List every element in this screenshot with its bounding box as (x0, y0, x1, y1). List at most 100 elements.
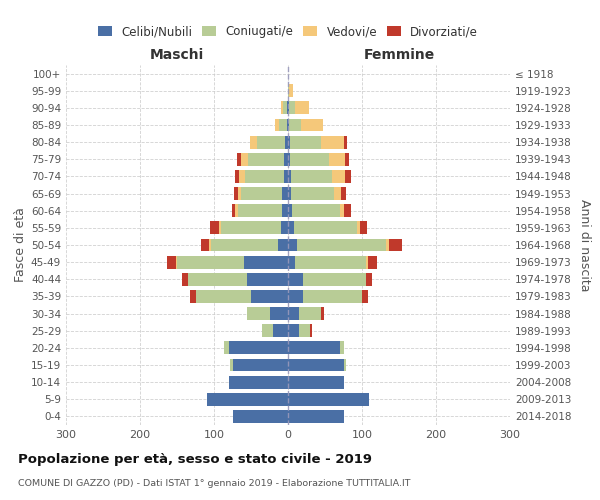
Bar (241, 153, 248, 166)
Bar (289, 118, 301, 132)
Bar (288, 204, 292, 217)
Bar (247, 307, 269, 320)
Bar (345, 170, 351, 183)
Bar (362, 290, 368, 303)
Bar (269, 307, 288, 320)
Bar (288, 238, 297, 252)
Bar (295, 256, 366, 268)
Bar (273, 324, 288, 337)
Bar (322, 136, 343, 148)
Bar (288, 187, 291, 200)
Bar (167, 256, 176, 268)
Text: COMUNE DI GAZZO (PD) - Dati ISTAT 1° gennaio 2019 - Elaborazione TUTTITALIA.IT: COMUNE DI GAZZO (PD) - Dati ISTAT 1° gen… (18, 478, 410, 488)
Bar (340, 342, 343, 354)
Bar (235, 170, 239, 183)
Bar (289, 102, 295, 114)
Bar (288, 324, 299, 337)
Bar (288, 256, 295, 268)
Bar (239, 170, 245, 183)
Bar (278, 238, 288, 252)
Bar (287, 102, 288, 114)
Bar (288, 358, 343, 372)
Bar (288, 84, 289, 97)
Bar (211, 222, 219, 234)
Bar (282, 204, 288, 217)
Bar (386, 238, 389, 252)
Bar (176, 256, 177, 268)
Bar (233, 358, 288, 372)
Bar (332, 170, 345, 183)
Bar (219, 222, 221, 234)
Bar (279, 118, 287, 132)
Bar (301, 118, 323, 132)
Bar (238, 187, 241, 200)
Bar (248, 153, 284, 166)
Bar (234, 187, 238, 200)
Bar (288, 153, 290, 166)
Bar (357, 222, 360, 234)
Bar (284, 170, 288, 183)
Bar (202, 238, 209, 252)
Bar (366, 256, 368, 268)
Bar (290, 153, 329, 166)
Bar (310, 324, 313, 337)
Text: Maschi: Maschi (150, 48, 204, 62)
Bar (182, 273, 188, 285)
Bar (262, 324, 273, 337)
Bar (329, 153, 345, 166)
Bar (288, 222, 294, 234)
Bar (288, 393, 370, 406)
Bar (241, 187, 282, 200)
Bar (343, 358, 346, 372)
Bar (303, 290, 362, 303)
Bar (284, 153, 288, 166)
Bar (288, 170, 291, 183)
Bar (291, 170, 332, 183)
Bar (230, 358, 233, 372)
Text: Femmine: Femmine (364, 48, 434, 62)
Bar (211, 238, 278, 252)
Bar (288, 290, 303, 303)
Bar (288, 273, 303, 285)
Legend: Celibi/Nubili, Coniugati/e, Vedovi/e, Divorziati/e: Celibi/Nubili, Coniugati/e, Vedovi/e, Di… (93, 20, 483, 43)
Bar (290, 136, 322, 148)
Bar (283, 102, 287, 114)
Bar (244, 256, 288, 268)
Bar (345, 153, 349, 166)
Bar (288, 376, 343, 388)
Bar (341, 187, 346, 200)
Bar (288, 136, 290, 148)
Bar (251, 290, 288, 303)
Bar (368, 256, 377, 268)
Bar (299, 307, 322, 320)
Bar (288, 410, 343, 423)
Bar (294, 222, 357, 234)
Bar (334, 187, 341, 200)
Bar (288, 307, 299, 320)
Bar (275, 118, 279, 132)
Bar (281, 102, 283, 114)
Bar (343, 204, 351, 217)
Bar (299, 324, 310, 337)
Bar (322, 307, 323, 320)
Bar (224, 342, 229, 354)
Bar (288, 342, 340, 354)
Bar (288, 102, 289, 114)
Bar (257, 136, 285, 148)
Bar (389, 238, 402, 252)
Bar (292, 204, 340, 217)
Bar (188, 273, 247, 285)
Bar (238, 204, 282, 217)
Bar (287, 118, 288, 132)
Bar (289, 84, 293, 97)
Text: Popolazione per età, sesso e stato civile - 2019: Popolazione per età, sesso e stato civil… (18, 452, 372, 466)
Bar (177, 256, 244, 268)
Bar (237, 153, 241, 166)
Bar (366, 273, 371, 285)
Bar (232, 204, 235, 217)
Bar (233, 410, 288, 423)
Bar (281, 222, 288, 234)
Bar (282, 187, 288, 200)
Bar (229, 376, 288, 388)
Bar (245, 170, 284, 183)
